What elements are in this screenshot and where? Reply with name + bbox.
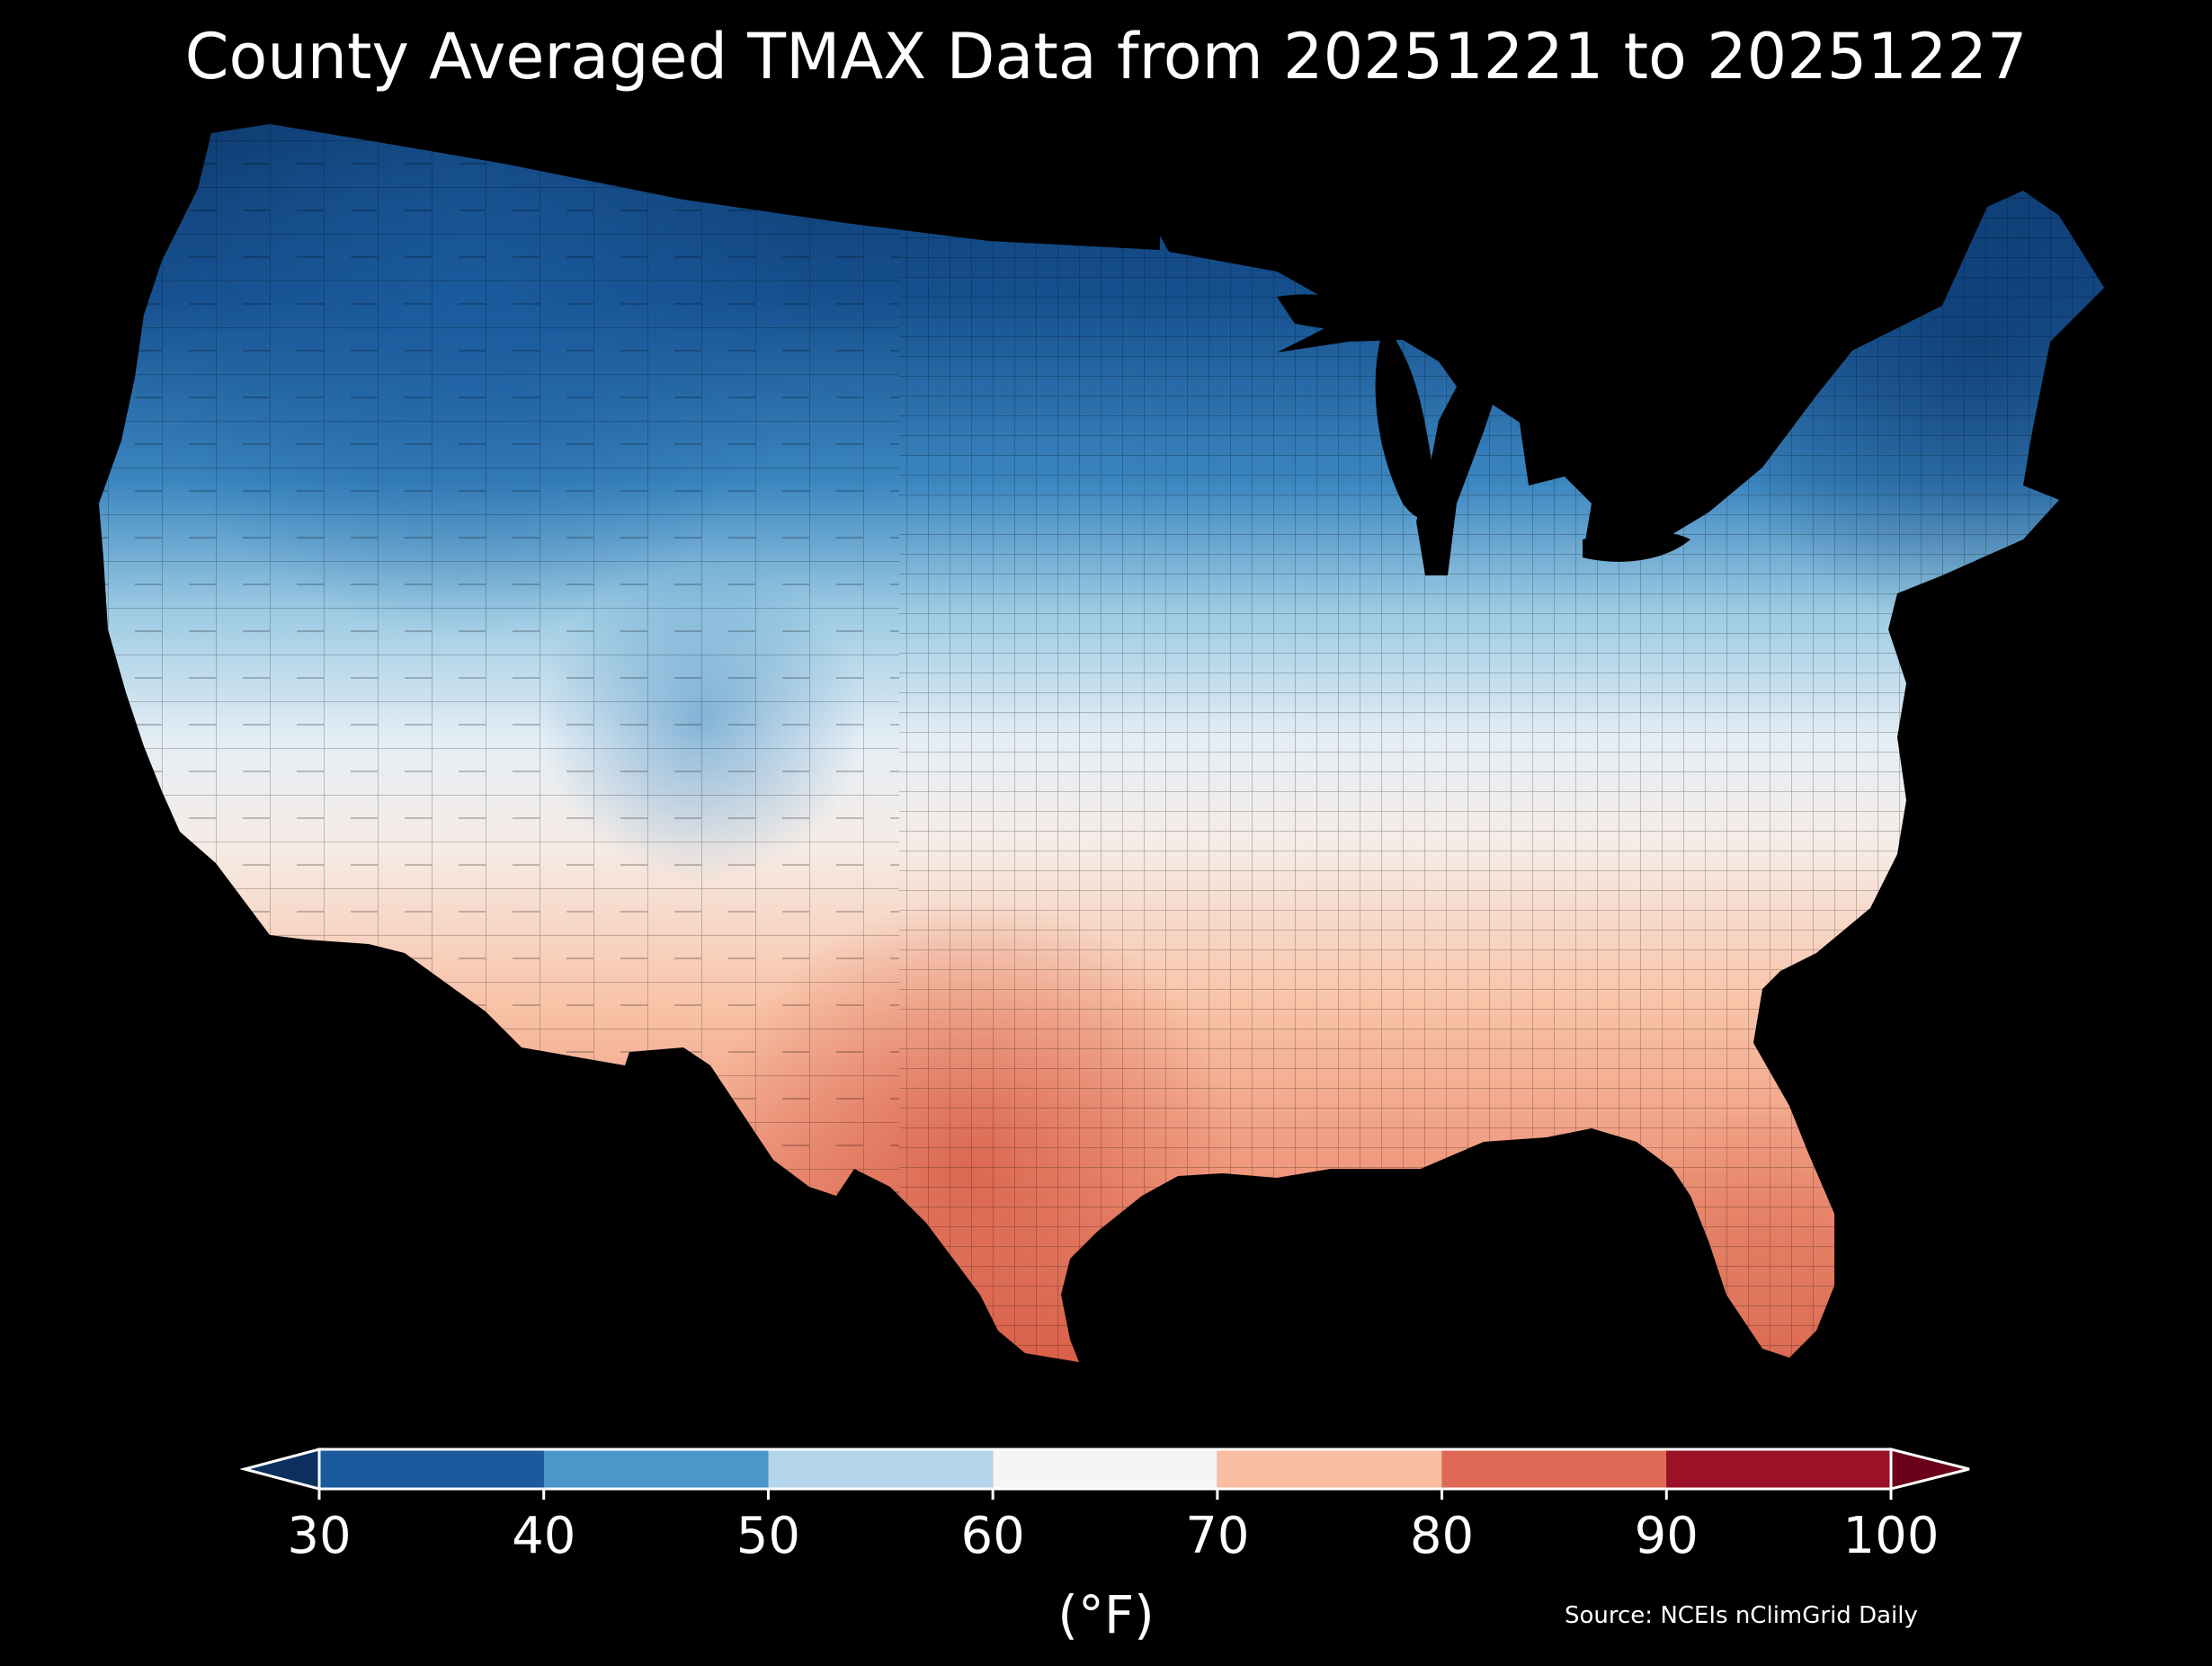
colorbar-bin-50-60 — [768, 1449, 994, 1489]
colorbar-tick-label-50: 50 — [736, 1507, 801, 1565]
colorbar-unit-label: (°F) — [1057, 1584, 1155, 1645]
colorbar-tick-label-30: 30 — [287, 1507, 352, 1565]
colorbar-bin-30-40 — [319, 1449, 544, 1489]
lake-michigan — [1375, 324, 1433, 519]
lake-superior — [1277, 294, 1439, 334]
colorbar-tick-label-100: 100 — [1842, 1507, 1940, 1565]
map-title: County Averaged TMAX Data from 20251221 … — [184, 20, 2028, 94]
lake-erie — [1583, 530, 1690, 562]
colorbar-bin-90-100 — [1666, 1449, 1891, 1489]
colorbar-tick-label-40: 40 — [512, 1507, 576, 1565]
colorbar-tick-label-90: 90 — [1634, 1507, 1699, 1565]
source-credit: Source: NCEIs nClimGrid Daily — [1565, 1602, 1918, 1629]
colorbar-tick-label-70: 70 — [1185, 1507, 1250, 1565]
colorbar-ticks — [317, 1489, 1893, 1500]
colorbar-over-arrow — [1889, 1448, 1970, 1491]
colorbar-tick-label-80: 80 — [1409, 1507, 1475, 1565]
colorbar-bin-60-70 — [993, 1449, 1217, 1489]
colorbar-bin-80-90 — [1441, 1449, 1667, 1489]
colorbar-frame — [317, 1448, 1893, 1491]
colorbar-bin-40-50 — [543, 1449, 769, 1489]
colorbar-under-arrow — [239, 1448, 321, 1491]
colorbar-bins — [319, 1449, 1891, 1489]
colorbar-tick-label-60: 60 — [960, 1507, 1025, 1565]
colorbar-bin-70-80 — [1217, 1449, 1442, 1489]
